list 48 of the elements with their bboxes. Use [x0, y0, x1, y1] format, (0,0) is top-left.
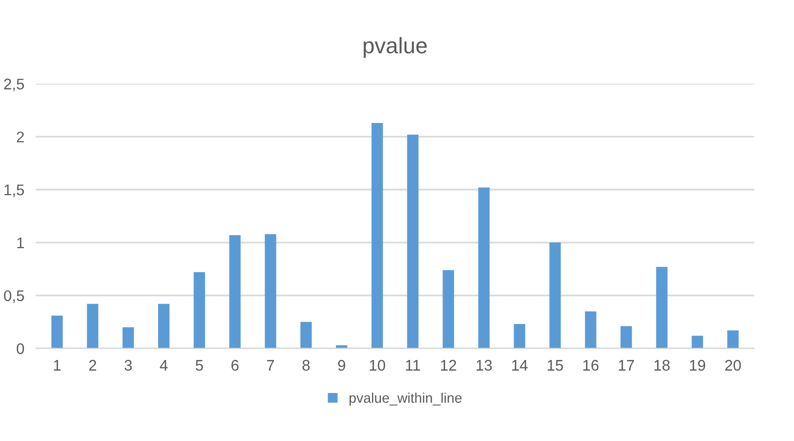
- x-tick-label: 1: [54, 360, 61, 371]
- bar: [229, 235, 241, 348]
- x-tick-label: 10: [370, 360, 386, 371]
- bar: [51, 316, 63, 348]
- x-tick-label: 20: [725, 360, 741, 371]
- x-tick-label: 15: [548, 360, 563, 371]
- y-tick-label: 1,5: [4, 184, 24, 198]
- bar: [692, 336, 704, 348]
- bar: [584, 311, 596, 348]
- x-tick-label: 3: [124, 360, 132, 371]
- bar: [727, 330, 739, 348]
- bar: [300, 322, 312, 348]
- x-tick-label: 16: [583, 360, 598, 371]
- bar: [514, 324, 526, 348]
- x-tick-label: 11: [406, 360, 420, 371]
- bar: [264, 234, 276, 348]
- x-tick-label: 5: [196, 360, 203, 371]
- bar: [336, 345, 348, 348]
- y-tick-label: 1: [17, 238, 24, 248]
- bar: [194, 272, 206, 348]
- bar: [549, 242, 561, 348]
- x-tick-label: 8: [302, 360, 310, 371]
- y-tick-label: 2,5: [4, 78, 24, 92]
- x-tick-label: 7: [267, 360, 274, 371]
- bar: [407, 134, 418, 348]
- x-tick-label: 6: [231, 360, 239, 371]
- x-tick-label: 18: [654, 360, 670, 371]
- x-tick-label: 17: [618, 360, 634, 371]
- x-tick-label: 4: [160, 360, 168, 371]
- y-tick-label: 0,5: [4, 290, 24, 303]
- x-tick-label: 13: [476, 360, 492, 371]
- bar: [656, 266, 668, 348]
- bar: [86, 304, 98, 348]
- bar: [478, 188, 490, 348]
- x-tick-label: 9: [338, 360, 346, 371]
- legend-label: pvalue_within_line: [350, 392, 462, 406]
- x-tick-label: 19: [690, 360, 706, 371]
- bar: [620, 326, 632, 348]
- x-tick-label: 2: [89, 360, 96, 371]
- bar: [122, 327, 134, 348]
- y-tick-label: 2: [16, 132, 24, 142]
- x-tick-label: 12: [441, 360, 456, 371]
- y-tick-label: 0: [16, 343, 24, 354]
- bar: [158, 304, 170, 348]
- chart-title: pvalue: [364, 37, 427, 58]
- x-tick-label: 14: [512, 360, 528, 371]
- bar: [372, 122, 383, 348]
- bar: [442, 270, 454, 348]
